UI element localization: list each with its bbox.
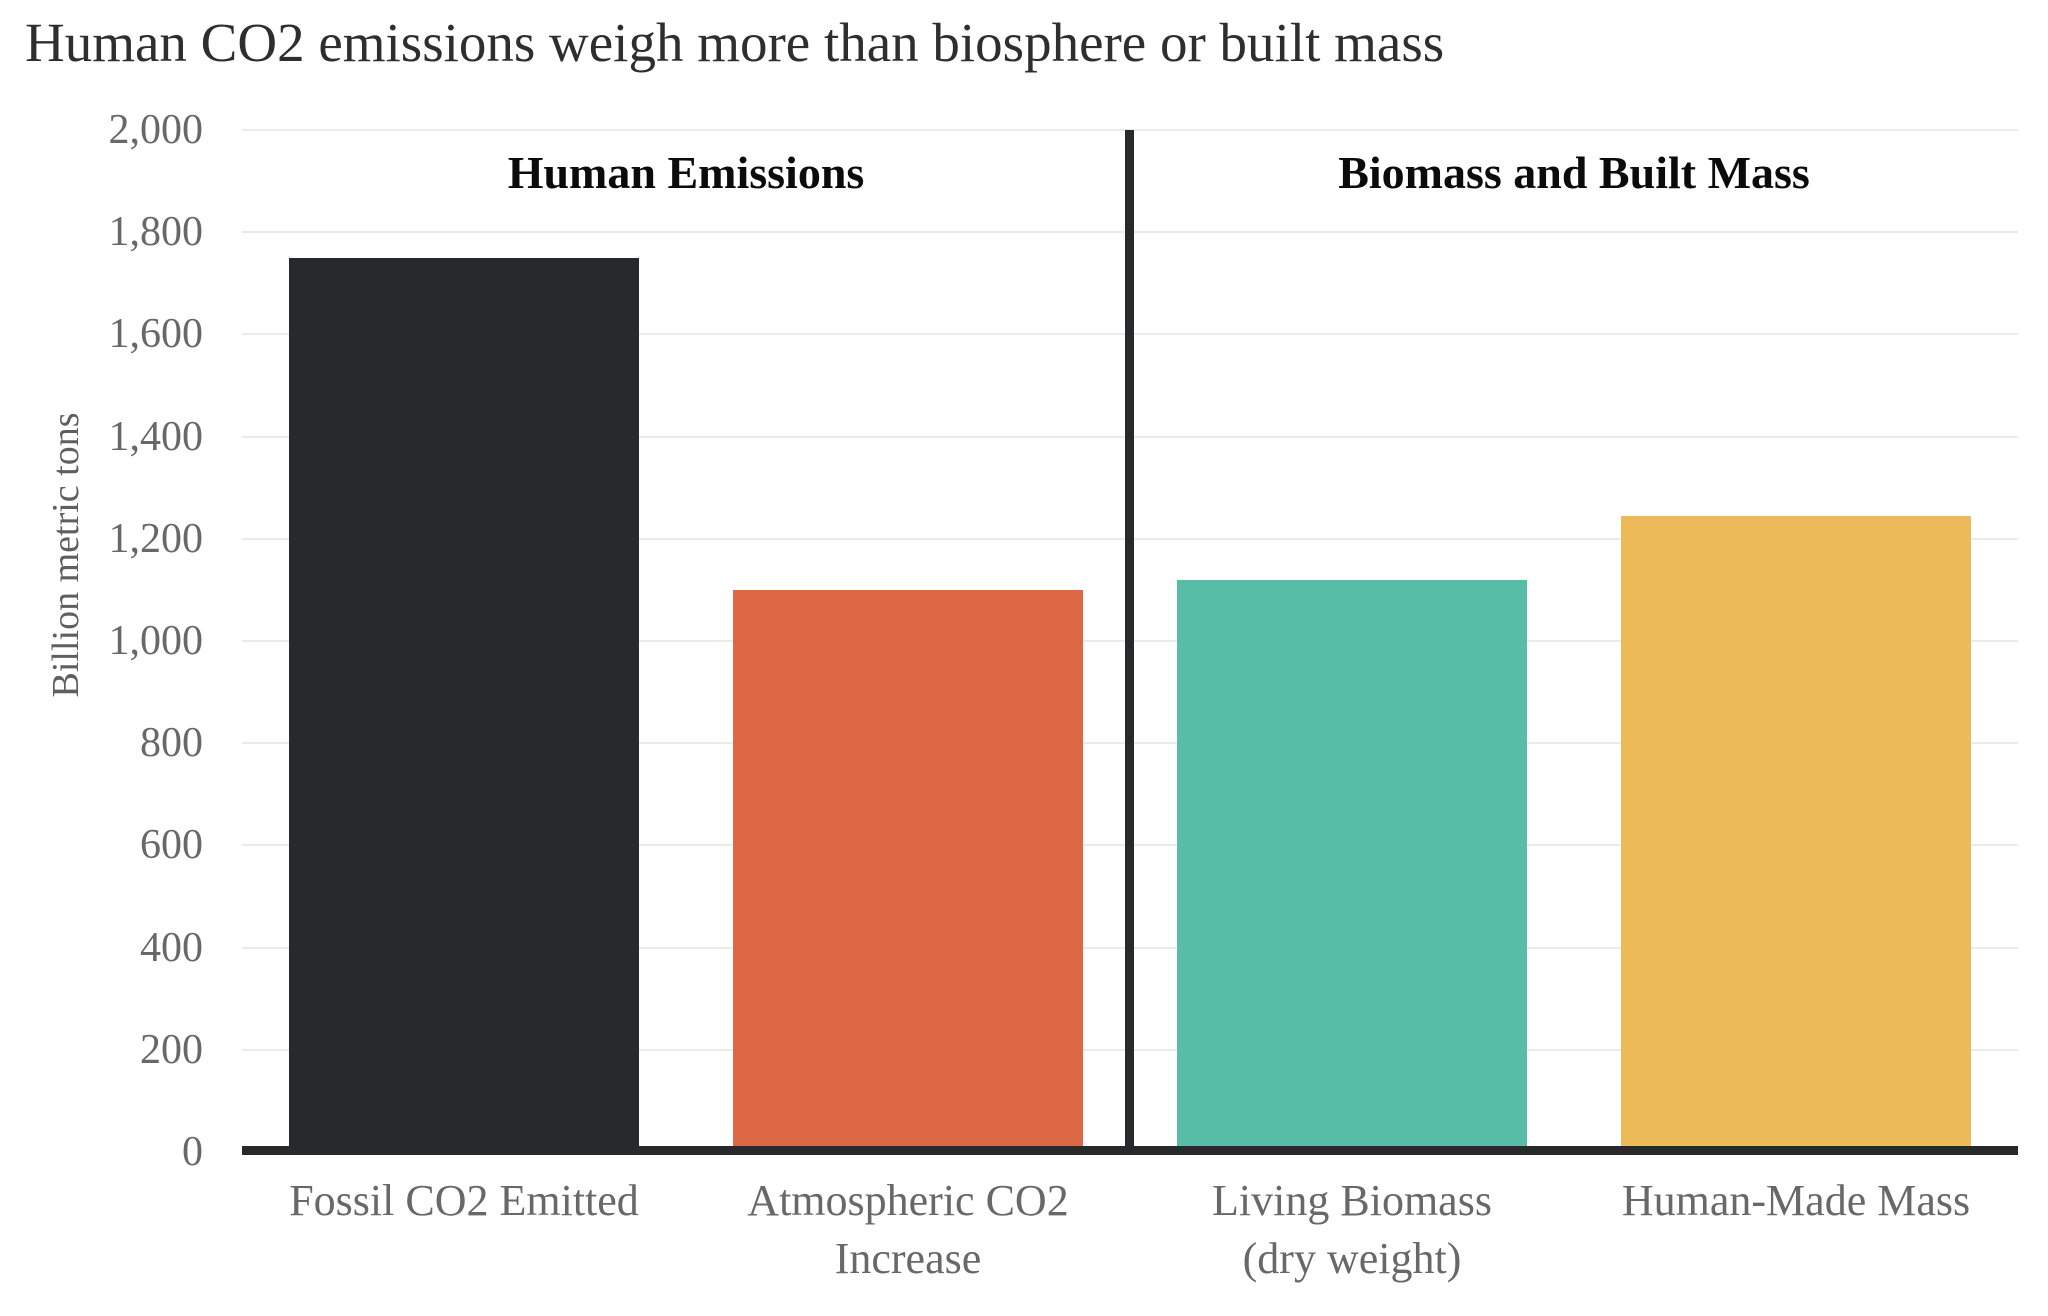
- section-header-human-emissions: Human Emissions: [507, 147, 865, 198]
- y-tick-label: 1,000: [108, 618, 204, 664]
- y-tick-label: 2,000: [108, 107, 204, 153]
- x-label-living-biomass-dry-weight: Living Biomass (dry weight): [1092, 1172, 1612, 1288]
- x-label-line: Atmospheric CO2: [747, 1176, 1069, 1225]
- y-tick-label: 800: [140, 720, 203, 767]
- x-label-line: Fossil CO2 Emitted: [289, 1176, 639, 1225]
- bar-fossil-co2-emitted: [289, 257, 639, 1149]
- plot-area: Human Emissions Biomass and Built Mass: [242, 129, 2018, 1155]
- section-divider-line: [1125, 130, 1134, 1155]
- x-label-fossil-co2-emitted: Fossil CO2 Emitted: [204, 1172, 724, 1230]
- y-tick-label: 200: [140, 1026, 203, 1073]
- x-label-line: (dry weight): [1242, 1234, 1462, 1283]
- y-tick-label: 600: [140, 822, 203, 869]
- chart-title: Human CO2 emissions weigh more than bios…: [25, 12, 1445, 73]
- y-axis-tick-labels: 0 200 400 600 800 1,000 1,200 1,400 1,600 1,800 2,…: [0, 0, 204, 1316]
- bar-living-biomass-dry-weight: [1177, 579, 1527, 1149]
- y-tick-label: 1,800: [108, 209, 204, 256]
- y-tick-label: 1,400: [108, 413, 204, 460]
- bar-atmospheric-co2-increase: [733, 589, 1083, 1149]
- x-label-line: Living Biomass: [1212, 1176, 1492, 1225]
- y-tick-label: 0: [182, 1129, 203, 1175]
- x-axis-line: [242, 1146, 2018, 1155]
- x-label-line: Increase: [834, 1234, 982, 1283]
- x-label-line: Human-Made Mass: [1621, 1176, 1971, 1225]
- section-header-biomass-and-built-mass: Biomass and Built Mass: [1338, 147, 1810, 198]
- y-tick-label: 1,600: [108, 311, 204, 358]
- y-tick-label: 1,200: [108, 515, 204, 562]
- x-label-atmospheric-co2-increase: Atmospheric CO2 Increase: [648, 1172, 1168, 1288]
- y-tick-label: 400: [140, 924, 203, 971]
- bar-human-made-mass: [1621, 515, 1971, 1149]
- x-label-human-made-mass: Human-Made Mass: [1536, 1172, 2048, 1230]
